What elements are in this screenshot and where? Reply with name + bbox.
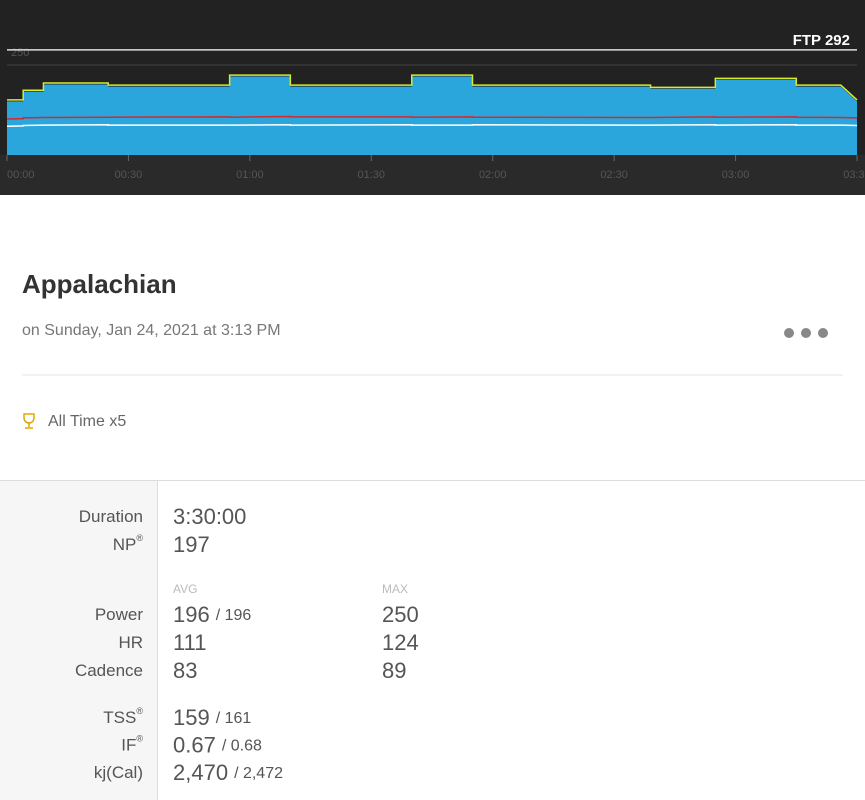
trophy-icon [23, 413, 35, 429]
title: Appalachian [22, 269, 177, 299]
stat-value: 3:30:00 [173, 504, 246, 529]
stat-value: 2,470 / 2,472 [173, 760, 283, 785]
x-tick-label: 00:00 [7, 169, 35, 181]
more-menu[interactable] [784, 328, 828, 338]
dot [784, 328, 794, 338]
x-tick-label: 01:00 [236, 169, 264, 181]
label-text: kj(Cal) [94, 763, 143, 782]
power-area [7, 76, 857, 155]
series-line [6, 124, 858, 127]
ftp-label: FTP 292 [793, 32, 850, 49]
dot [801, 328, 811, 338]
label-text: NP [113, 535, 137, 554]
x-tick-label: 03:30 [843, 169, 865, 181]
value-text: 196 [173, 602, 210, 627]
stat-label: Cadence [75, 661, 143, 680]
value-text: 159 [173, 705, 210, 730]
series-line [6, 115, 858, 120]
x-tick-label: 01:30 [358, 169, 386, 181]
axis-bg [0, 155, 865, 195]
column-header: MAX [382, 582, 408, 596]
stat-max: 250 [382, 602, 419, 627]
dot [818, 328, 828, 338]
stat-label: IF® [121, 734, 143, 755]
value-text: 0.67 [173, 732, 216, 757]
stat-value: 197 [173, 532, 210, 557]
stat-max: 89 [382, 658, 406, 683]
badge: All Time x5 [48, 413, 126, 430]
stat-label: HR [118, 633, 143, 652]
value-extra: / 2,472 [234, 765, 283, 782]
stat-value: 0.67 / 0.68 [173, 732, 262, 757]
label-text: IF [121, 736, 136, 755]
value-text: 111 [173, 630, 206, 655]
x-tick-label: 02:00 [479, 169, 507, 181]
stat-label: kj(Cal) [94, 763, 143, 782]
sup: ® [136, 706, 143, 716]
value-extra: / 0.68 [222, 738, 262, 755]
chart: 250 FTP 292 00:00 00:30 01:00 01:30 02:00 02:30… [6, 32, 865, 181]
stat-value: 159 / 161 [173, 705, 251, 730]
stat-value: 111 [173, 630, 206, 655]
stat-value: 83 [173, 658, 197, 683]
stat-label: Duration [79, 507, 143, 526]
value-text: 2,470 [173, 760, 228, 785]
stat-label: TSS® [103, 706, 143, 727]
label-text: HR [118, 633, 143, 652]
sup: ® [136, 533, 143, 543]
stat-value: 196 / 196 [173, 602, 251, 627]
label-text: Duration [79, 507, 143, 526]
value-extra: / 161 [216, 710, 252, 727]
x-tick-label: 02:30 [600, 169, 628, 181]
value-text: 197 [173, 532, 210, 557]
stat-max: 124 [382, 630, 419, 655]
label-text: Power [95, 605, 144, 624]
label-text: TSS [103, 708, 136, 727]
value-extra: / 196 [216, 607, 252, 624]
value-text: 83 [173, 658, 197, 683]
sup: ® [136, 734, 143, 744]
stat-label: NP® [113, 533, 144, 554]
date: on Sunday, Jan 24, 2021 at 3:13 PM [22, 322, 281, 339]
label-column [0, 481, 157, 800]
column-header: AVG [173, 582, 197, 596]
x-tick-label: 00:30 [115, 169, 143, 181]
stat-label: Power [95, 605, 144, 624]
x-tick-label: 03:00 [722, 169, 750, 181]
label-text: Cadence [75, 661, 143, 680]
value-text: 3:30:00 [173, 504, 246, 529]
series-line [7, 74, 858, 101]
y-tick-label: 250 [11, 47, 29, 59]
